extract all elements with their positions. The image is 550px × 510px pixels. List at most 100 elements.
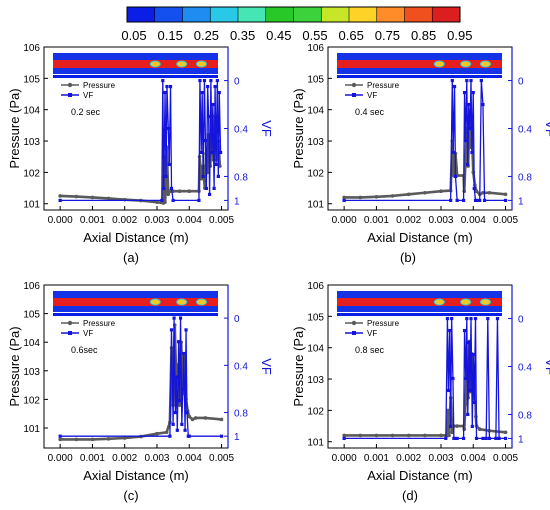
- pressure-point: [474, 189, 479, 193]
- vf-point: [183, 428, 187, 432]
- x-tick-label: 0.001: [80, 215, 105, 226]
- colorbar-frame: [126, 6, 461, 23]
- vf-point: [449, 198, 453, 203]
- x-tick-label: 0.000: [48, 453, 73, 464]
- vf-point: [212, 186, 216, 191]
- x-tick-label: 0.004: [461, 453, 486, 464]
- y-tick-label: 103: [307, 137, 324, 148]
- legend-swatch-marker: [68, 331, 72, 335]
- contour-bubble: [176, 298, 188, 306]
- vf-point: [482, 198, 487, 203]
- pressure-point: [106, 437, 111, 441]
- vf-point: [171, 422, 175, 426]
- y-tick-label: 106: [307, 281, 324, 292]
- contour-core: [337, 298, 502, 306]
- vf-tick-label: 0.8: [518, 172, 532, 183]
- pressure-point: [423, 190, 427, 195]
- x-tick-label: 0.000: [332, 453, 357, 464]
- pressure-point: [463, 402, 468, 406]
- vf-point: [174, 375, 178, 379]
- colorbar-tick-label: 0.25: [194, 28, 219, 43]
- colorbar-tick-label: 0.95: [447, 28, 472, 43]
- colorbar-segment: [432, 7, 461, 22]
- contour-bubble: [433, 298, 445, 306]
- vf-point: [58, 434, 62, 438]
- vf-point: [452, 436, 456, 441]
- contour-bubble: [460, 60, 472, 68]
- x-tick-label: 0.000: [332, 215, 357, 226]
- legend-swatch-marker: [352, 331, 356, 335]
- vf-point: [168, 434, 172, 438]
- vf-point: [218, 150, 223, 155]
- pressure-point: [168, 189, 172, 193]
- legend-swatch-marker: [351, 82, 357, 88]
- y-tick-label: 105: [307, 312, 324, 323]
- pressure-point: [106, 196, 111, 201]
- pressure-point: [503, 430, 508, 435]
- vf-point: [484, 436, 488, 441]
- vf-point: [167, 162, 171, 167]
- y-tick-label: 106: [307, 43, 324, 54]
- vf-tick-label: 1: [234, 432, 240, 443]
- vf-point: [473, 316, 478, 321]
- series-pressure: [342, 114, 508, 200]
- vf-tick-label: 1: [518, 196, 524, 207]
- contour-core: [53, 298, 218, 306]
- vf-point: [177, 399, 182, 403]
- contour-bubble: [480, 298, 491, 306]
- pressure-point: [390, 433, 395, 438]
- panel-label: (b): [400, 250, 416, 265]
- x-tick-label: 0.003: [144, 215, 169, 226]
- x-axis-label: Axial Distance (m): [83, 468, 188, 483]
- series-pressure: [58, 323, 224, 442]
- y-tick-label: 103: [307, 375, 324, 386]
- y-tick-label: 101: [307, 438, 324, 449]
- vf-point: [162, 186, 166, 191]
- vf-point: [449, 424, 453, 429]
- pressure-point: [74, 437, 79, 442]
- pressure-point: [423, 433, 427, 438]
- pressure-point: [58, 437, 62, 442]
- colorbar-segment: [349, 7, 378, 22]
- vf-point: [464, 376, 468, 381]
- vf-point: [470, 424, 474, 429]
- colorbar-segment: [154, 7, 183, 22]
- series-vf: [58, 78, 223, 203]
- x-tick-label: 0.005: [493, 453, 518, 464]
- vf-point: [173, 410, 177, 415]
- pressure-point: [406, 192, 411, 197]
- vf-point: [182, 351, 186, 356]
- vf-point: [181, 387, 185, 391]
- vf-point: [161, 78, 165, 83]
- vf-point: [203, 138, 208, 143]
- vf-point: [178, 316, 183, 320]
- colorbar-tick-label: 0.75: [375, 28, 400, 43]
- vf-point: [503, 198, 508, 203]
- y-tick-label: 102: [307, 168, 324, 179]
- colorbar-segment: [404, 7, 433, 22]
- pressure-point: [503, 192, 508, 197]
- y-tick-label: 102: [23, 395, 40, 406]
- pressure-point: [164, 430, 169, 435]
- x-tick-label: 0.005: [209, 215, 234, 226]
- pressure-point: [187, 414, 192, 419]
- series-pressure: [58, 114, 222, 205]
- chart-panel: 0.000 0.001 0.002 0.003 0.004 0.005 101 102 103 1…: [7, 43, 274, 265]
- legend-entry: Pressure: [367, 81, 400, 90]
- pressure-point: [374, 195, 379, 199]
- contour-band-bottom: [337, 306, 502, 312]
- vf-axis-label: VF: [543, 358, 550, 375]
- vf-point: [453, 174, 458, 179]
- vf-point: [199, 150, 203, 155]
- x-tick-label: 0.004: [177, 453, 202, 464]
- x-tick-label: 0.002: [112, 215, 137, 226]
- colorbar-segment: [376, 7, 405, 22]
- y-axis-label: Pressure (Pa): [291, 88, 306, 168]
- y-axis-label: Pressure (Pa): [291, 326, 306, 406]
- vf-tick-label: 0.8: [234, 172, 248, 183]
- y-tick-label: 101: [23, 424, 40, 435]
- pressure-point: [177, 403, 182, 407]
- vf-tick-label: 0.4: [518, 125, 532, 136]
- pressure-point: [374, 433, 379, 438]
- pressure-point: [58, 194, 62, 198]
